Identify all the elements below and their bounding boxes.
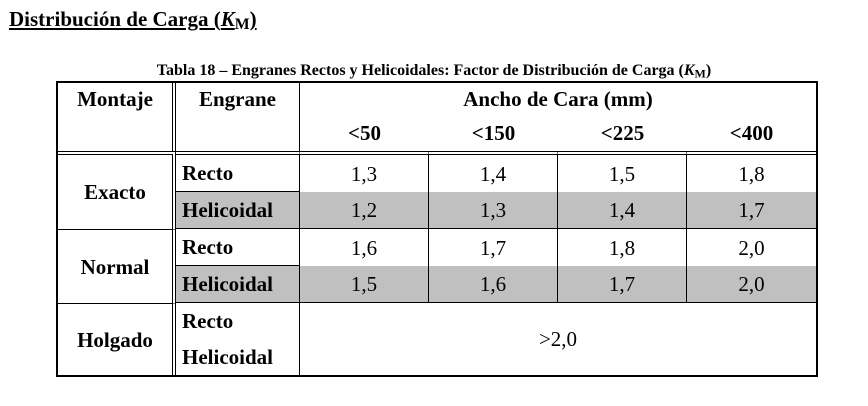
- width-header-50: <50: [348, 121, 381, 145]
- header-montaje: Montaje: [58, 83, 176, 151]
- engrane-helicoidal: Helicoidal: [176, 192, 300, 229]
- table-cell: 1,6: [300, 229, 429, 266]
- header-engrane: Engrane: [176, 83, 300, 151]
- engrane-recto: Recto: [176, 303, 300, 339]
- montaje-exacto: Exacto: [58, 151, 176, 229]
- engrane-helicoidal: Helicoidal: [176, 266, 300, 303]
- km-symbol: K: [220, 7, 235, 31]
- width-header-150: <150: [471, 121, 516, 145]
- table-cell: 1,2: [300, 192, 429, 229]
- table-cell: 1,7: [558, 266, 687, 303]
- caption-km-subscript: M: [694, 66, 706, 81]
- table-cell: 1,4: [429, 151, 558, 192]
- header-ancho-cara: Ancho de Cara (mm): [463, 87, 653, 111]
- width-header-400: <400: [729, 121, 774, 145]
- table-cell: 1,3: [300, 151, 429, 192]
- width-header-225: <225: [600, 121, 645, 145]
- km-subscript: M: [234, 16, 250, 34]
- caption-km-symbol: K: [683, 62, 695, 79]
- montaje-holgado: Holgado: [58, 303, 176, 375]
- table-cell: 2,0: [738, 235, 765, 260]
- section-heading: Distribución de Carga (KM): [9, 7, 257, 34]
- table-cell: 1,6: [429, 266, 558, 303]
- table-cell: 1,7: [429, 229, 558, 266]
- table-cell: 1,8: [558, 229, 687, 266]
- engrane-helicoidal: Helicoidal: [176, 339, 300, 375]
- engrane-recto: Recto: [176, 151, 300, 192]
- table-cell: 1,5: [558, 151, 687, 192]
- table-cell: 1,5: [300, 266, 429, 303]
- load-distribution-table: Montaje Engrane Ancho de Cara (mm) <50 <…: [56, 81, 818, 377]
- merged-value-cell: >2,0: [538, 327, 578, 351]
- montaje-normal: Normal: [58, 229, 176, 303]
- table-cell: 1,8: [687, 151, 816, 192]
- table-cell: 1,7: [687, 192, 816, 229]
- engrane-recto: Recto: [176, 229, 300, 266]
- table-cell: 1,3: [429, 192, 558, 229]
- table-cell: 1,4: [558, 192, 687, 229]
- table-caption: Tabla 18 – Engranes Rectos y Helicoidale…: [156, 62, 712, 81]
- table-cell: 2,0: [687, 266, 816, 303]
